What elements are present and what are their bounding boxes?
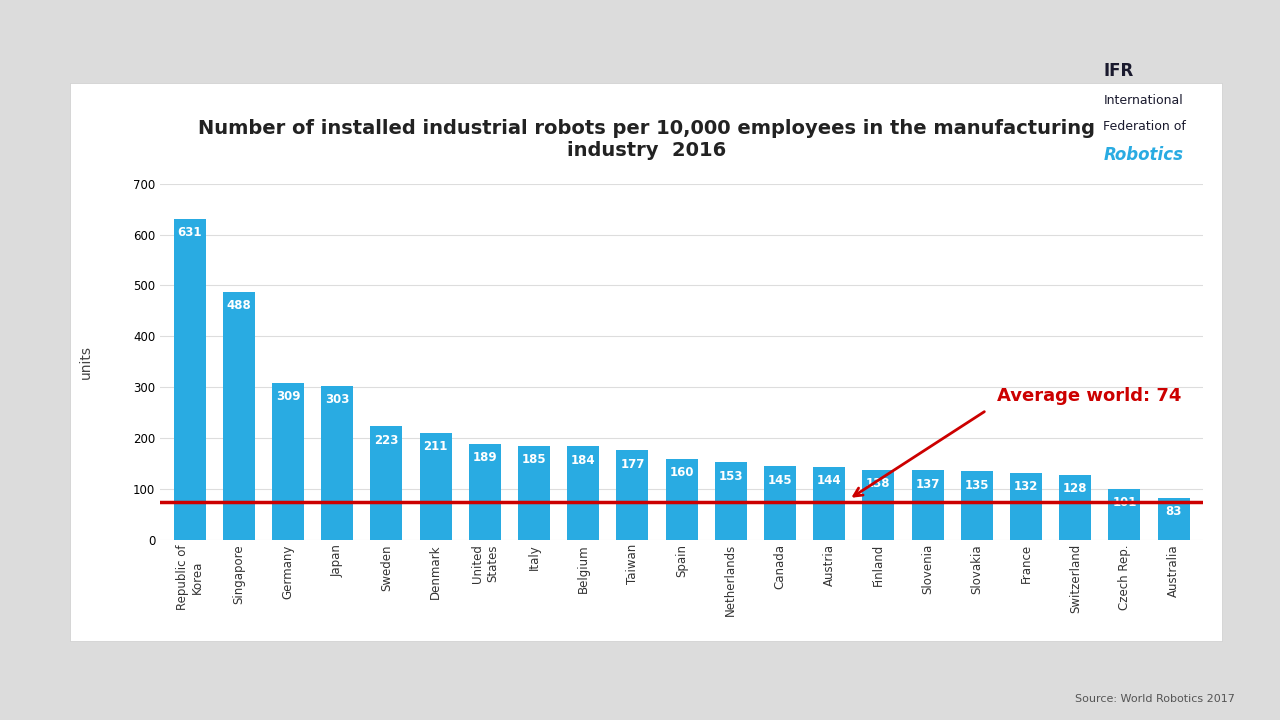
Text: 184: 184 bbox=[571, 454, 595, 467]
Text: 631: 631 bbox=[177, 226, 202, 239]
Text: 132: 132 bbox=[1014, 480, 1038, 493]
Text: 189: 189 bbox=[472, 451, 497, 464]
Text: 303: 303 bbox=[325, 393, 349, 406]
Text: 138: 138 bbox=[867, 477, 891, 490]
Bar bbox=[1010, 473, 1042, 540]
Text: 83: 83 bbox=[1166, 505, 1181, 518]
Bar bbox=[813, 467, 845, 540]
Text: Robotics: Robotics bbox=[1103, 146, 1183, 164]
Bar bbox=[1060, 474, 1092, 540]
Text: 223: 223 bbox=[374, 434, 398, 447]
Bar bbox=[617, 450, 649, 540]
Text: Source: World Robotics 2017: Source: World Robotics 2017 bbox=[1075, 694, 1235, 704]
Bar bbox=[468, 444, 500, 540]
Text: Number of installed industrial robots per 10,000 employees in the manufacturing
: Number of installed industrial robots pe… bbox=[198, 119, 1094, 160]
Bar bbox=[764, 466, 796, 540]
Bar bbox=[911, 470, 943, 540]
Text: 145: 145 bbox=[768, 474, 792, 487]
Text: Federation of: Federation of bbox=[1103, 120, 1187, 132]
Bar bbox=[370, 426, 402, 540]
Text: 101: 101 bbox=[1112, 496, 1137, 509]
Bar bbox=[420, 433, 452, 540]
Text: 185: 185 bbox=[522, 454, 547, 467]
Bar bbox=[714, 462, 746, 540]
Text: 137: 137 bbox=[915, 478, 940, 491]
Text: 309: 309 bbox=[275, 390, 301, 403]
Bar bbox=[223, 292, 255, 540]
Text: IFR: IFR bbox=[1103, 62, 1134, 80]
Bar bbox=[567, 446, 599, 540]
Bar bbox=[1157, 498, 1189, 540]
Text: 488: 488 bbox=[227, 300, 251, 312]
Bar bbox=[1108, 489, 1140, 540]
Text: 135: 135 bbox=[965, 479, 989, 492]
Text: units: units bbox=[79, 345, 92, 379]
Text: 177: 177 bbox=[621, 457, 645, 470]
Text: 211: 211 bbox=[424, 440, 448, 453]
Text: 153: 153 bbox=[718, 469, 744, 482]
Bar bbox=[961, 472, 993, 540]
Text: 128: 128 bbox=[1062, 482, 1088, 495]
Bar bbox=[321, 386, 353, 540]
Bar bbox=[666, 459, 698, 540]
Bar bbox=[271, 382, 303, 540]
Text: International: International bbox=[1103, 94, 1183, 107]
Text: 160: 160 bbox=[669, 466, 694, 480]
Text: Average world: 74: Average world: 74 bbox=[997, 387, 1181, 405]
Bar bbox=[518, 446, 550, 540]
Bar bbox=[863, 469, 895, 540]
Text: 144: 144 bbox=[817, 474, 841, 487]
Bar bbox=[174, 219, 206, 540]
